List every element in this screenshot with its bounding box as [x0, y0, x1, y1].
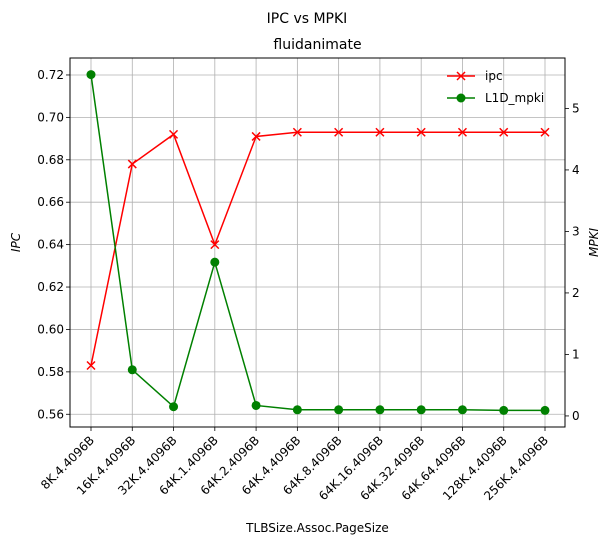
right-axis: 0 1 2 3 4 5 — [565, 101, 580, 423]
point-L1D_mpki — [540, 405, 550, 415]
point-ipc — [127, 159, 137, 169]
x-axis-title: TLBSize.Assoc.PageSize — [245, 521, 389, 535]
x-axis: 8K.4.4096B16K.4.4096B32K.4.4096B64K.1.40… — [38, 427, 551, 503]
left-axis-title: IPC — [9, 232, 23, 252]
point-ipc — [416, 127, 426, 137]
chart-title: fluidanimate — [273, 37, 361, 53]
right-tick-label: 0 — [572, 409, 580, 423]
left-tick-label: 0.62 — [37, 280, 64, 294]
point-ipc — [251, 131, 261, 141]
point-L1D_mpki — [86, 70, 96, 80]
right-tick-label: 2 — [572, 286, 580, 300]
point-ipc — [292, 127, 302, 137]
left-tick-label: 0.68 — [37, 153, 64, 167]
left-tick-label: 0.58 — [37, 365, 64, 379]
right-tick-label: 3 — [572, 224, 580, 238]
legend-marker-L1D_mpki — [456, 93, 466, 103]
plot-frame — [69, 57, 566, 428]
point-ipc — [457, 127, 467, 137]
left-tick-label: 0.64 — [37, 238, 64, 252]
series-layer — [86, 70, 550, 415]
point-ipc — [334, 127, 344, 137]
left-tick-label: 0.72 — [37, 68, 64, 82]
legend: ipc L1D_mpki — [447, 69, 544, 105]
point-L1D_mpki — [457, 405, 467, 415]
point-L1D_mpki — [251, 400, 261, 410]
point-ipc — [540, 127, 550, 137]
point-ipc — [375, 127, 385, 137]
point-L1D_mpki — [375, 405, 385, 415]
left-tick-label: 0.60 — [37, 322, 64, 336]
legend-label-ipc: ipc — [485, 69, 503, 83]
left-tick-label: 0.70 — [37, 110, 64, 124]
series-line-ipc — [90, 131, 545, 366]
point-L1D_mpki — [416, 405, 426, 415]
left-axis: 0.56 0.58 0.60 0.62 0.64 0.66 0.68 0.70 0.72 — [37, 68, 70, 421]
legend-marker-ipc — [456, 71, 466, 81]
point-ipc — [499, 127, 509, 137]
right-tick-label: 1 — [572, 347, 580, 361]
right-axis-title: MPKI — [587, 228, 601, 257]
point-ipc — [86, 360, 96, 371]
point-L1D_mpki — [169, 402, 179, 412]
point-ipc — [210, 240, 220, 250]
point-L1D_mpki — [127, 365, 137, 375]
chart-suptitle: IPC vs MPKI — [267, 11, 348, 27]
legend-label-L1D_mpki: L1D_mpki — [485, 91, 544, 105]
right-tick-label: 5 — [572, 101, 580, 115]
left-tick-label: 0.66 — [37, 195, 64, 209]
grid-lines — [70, 58, 565, 427]
right-tick-label: 4 — [572, 163, 580, 177]
series-line-L1D_mpki — [90, 74, 545, 412]
left-tick-label: 0.56 — [37, 407, 64, 421]
point-L1D_mpki — [210, 257, 220, 267]
point-L1D_mpki — [499, 405, 509, 415]
point-ipc — [169, 129, 179, 139]
point-L1D_mpki — [292, 405, 302, 415]
point-L1D_mpki — [334, 405, 344, 415]
